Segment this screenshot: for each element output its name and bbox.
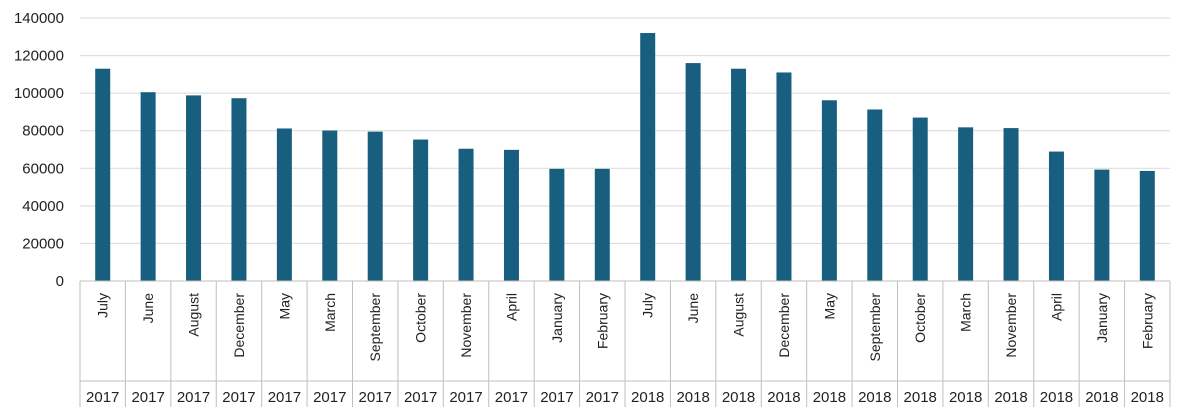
bar bbox=[1003, 128, 1019, 281]
bar bbox=[640, 33, 656, 282]
x-tick-label-year: 2017 bbox=[268, 389, 301, 406]
x-tick-label-year: 2017 bbox=[449, 389, 482, 406]
bar bbox=[231, 98, 247, 281]
x-tick-label-month: February bbox=[1139, 293, 1155, 349]
x-tick-label-year: 2017 bbox=[86, 389, 119, 406]
x-tick-label-year: 2018 bbox=[858, 389, 891, 406]
bar bbox=[731, 68, 747, 281]
x-tick-label-month: March bbox=[322, 293, 338, 332]
y-axis: 0 20000 40000 60000 80000 100000 120000 140000 bbox=[14, 10, 64, 290]
x-tick-label-year: 2017 bbox=[177, 389, 210, 406]
x-tick-label-month: October bbox=[413, 293, 429, 343]
x-tick-label-month: October bbox=[912, 293, 928, 343]
x-tick-label-year: 2017 bbox=[586, 389, 619, 406]
x-tick-label-year: 2018 bbox=[722, 389, 755, 406]
x-tick-label-month: December bbox=[776, 293, 792, 358]
x-tick-label-year: 2018 bbox=[994, 389, 1027, 406]
bar bbox=[1048, 151, 1064, 281]
x-tick-label-year: 2017 bbox=[404, 389, 437, 406]
x-tick-label-month: August bbox=[186, 293, 202, 337]
x-tick-label-month: November bbox=[1003, 293, 1019, 358]
bar bbox=[186, 95, 202, 281]
x-tick-label-month: September bbox=[867, 293, 883, 362]
bar bbox=[549, 168, 565, 281]
x-tick-label-month: January bbox=[549, 293, 565, 343]
bar bbox=[322, 130, 338, 281]
bar bbox=[912, 117, 928, 281]
x-tick-label-year: 2017 bbox=[495, 389, 528, 406]
x-tick-label-year: 2018 bbox=[813, 389, 846, 406]
bar bbox=[594, 168, 610, 281]
x-tick-label-year: 2018 bbox=[1040, 389, 1073, 406]
bar bbox=[140, 92, 156, 281]
bar bbox=[458, 148, 474, 281]
y-tick-label: 20000 bbox=[22, 235, 64, 252]
x-tick-label-year: 2017 bbox=[131, 389, 164, 406]
x-tick-label-year: 2018 bbox=[676, 389, 709, 406]
x-tick-label-year: 2018 bbox=[767, 389, 800, 406]
x-tick-label-month: December bbox=[231, 293, 247, 358]
y-tick-label: 140000 bbox=[14, 10, 64, 27]
y-tick-label: 120000 bbox=[14, 48, 64, 65]
x-axis: July 2017 June 2017 August 2017 December 2017 Ma… bbox=[79, 280, 1171, 407]
bar bbox=[276, 128, 292, 281]
y-tick-label: 60000 bbox=[22, 160, 64, 177]
bars bbox=[95, 33, 1155, 282]
x-tick-label-year: 2017 bbox=[222, 389, 255, 406]
bar bbox=[1094, 169, 1110, 281]
x-tick-label-month: April bbox=[1048, 293, 1064, 321]
x-tick-label-year: 2018 bbox=[949, 389, 982, 406]
bar bbox=[503, 149, 519, 281]
x-tick-label-year: 2017 bbox=[540, 389, 573, 406]
x-tick-label-month: July bbox=[95, 293, 111, 318]
x-tick-label-year: 2018 bbox=[631, 389, 664, 406]
x-tick-label-month: May bbox=[821, 293, 837, 319]
x-tick-label-month: March bbox=[958, 293, 974, 332]
bar bbox=[367, 131, 383, 281]
bar bbox=[776, 72, 792, 281]
gridlines bbox=[80, 17, 1170, 244]
bar bbox=[95, 68, 111, 281]
x-tick-label-year: 2018 bbox=[1131, 389, 1164, 406]
x-tick-label-month: November bbox=[458, 293, 474, 358]
x-tick-label-month: September bbox=[367, 293, 383, 362]
bar bbox=[867, 109, 883, 282]
bar bbox=[958, 127, 974, 281]
y-tick-label: 40000 bbox=[22, 198, 64, 215]
x-tick-label-month: May bbox=[276, 293, 292, 319]
y-tick-label: 100000 bbox=[14, 85, 64, 102]
x-tick-label-month: August bbox=[731, 293, 747, 337]
y-tick-label: 80000 bbox=[22, 123, 64, 140]
x-tick-label-year: 2018 bbox=[1085, 389, 1118, 406]
bar bbox=[413, 139, 429, 281]
x-tick-label-month: April bbox=[503, 293, 519, 321]
x-tick-label-month: June bbox=[140, 293, 156, 324]
y-tick-label: 0 bbox=[56, 273, 64, 290]
x-tick-label-year: 2017 bbox=[359, 389, 392, 406]
x-tick-label-month: February bbox=[594, 293, 610, 349]
bar bbox=[1139, 170, 1155, 281]
bar bbox=[821, 100, 837, 281]
x-tick-label-year: 2017 bbox=[313, 389, 346, 406]
bar bbox=[685, 63, 701, 282]
x-tick-label-month: July bbox=[640, 293, 656, 318]
x-tick-label-month: January bbox=[1094, 293, 1110, 343]
x-tick-label-year: 2018 bbox=[904, 389, 937, 406]
x-tick-label-month: June bbox=[685, 293, 701, 324]
